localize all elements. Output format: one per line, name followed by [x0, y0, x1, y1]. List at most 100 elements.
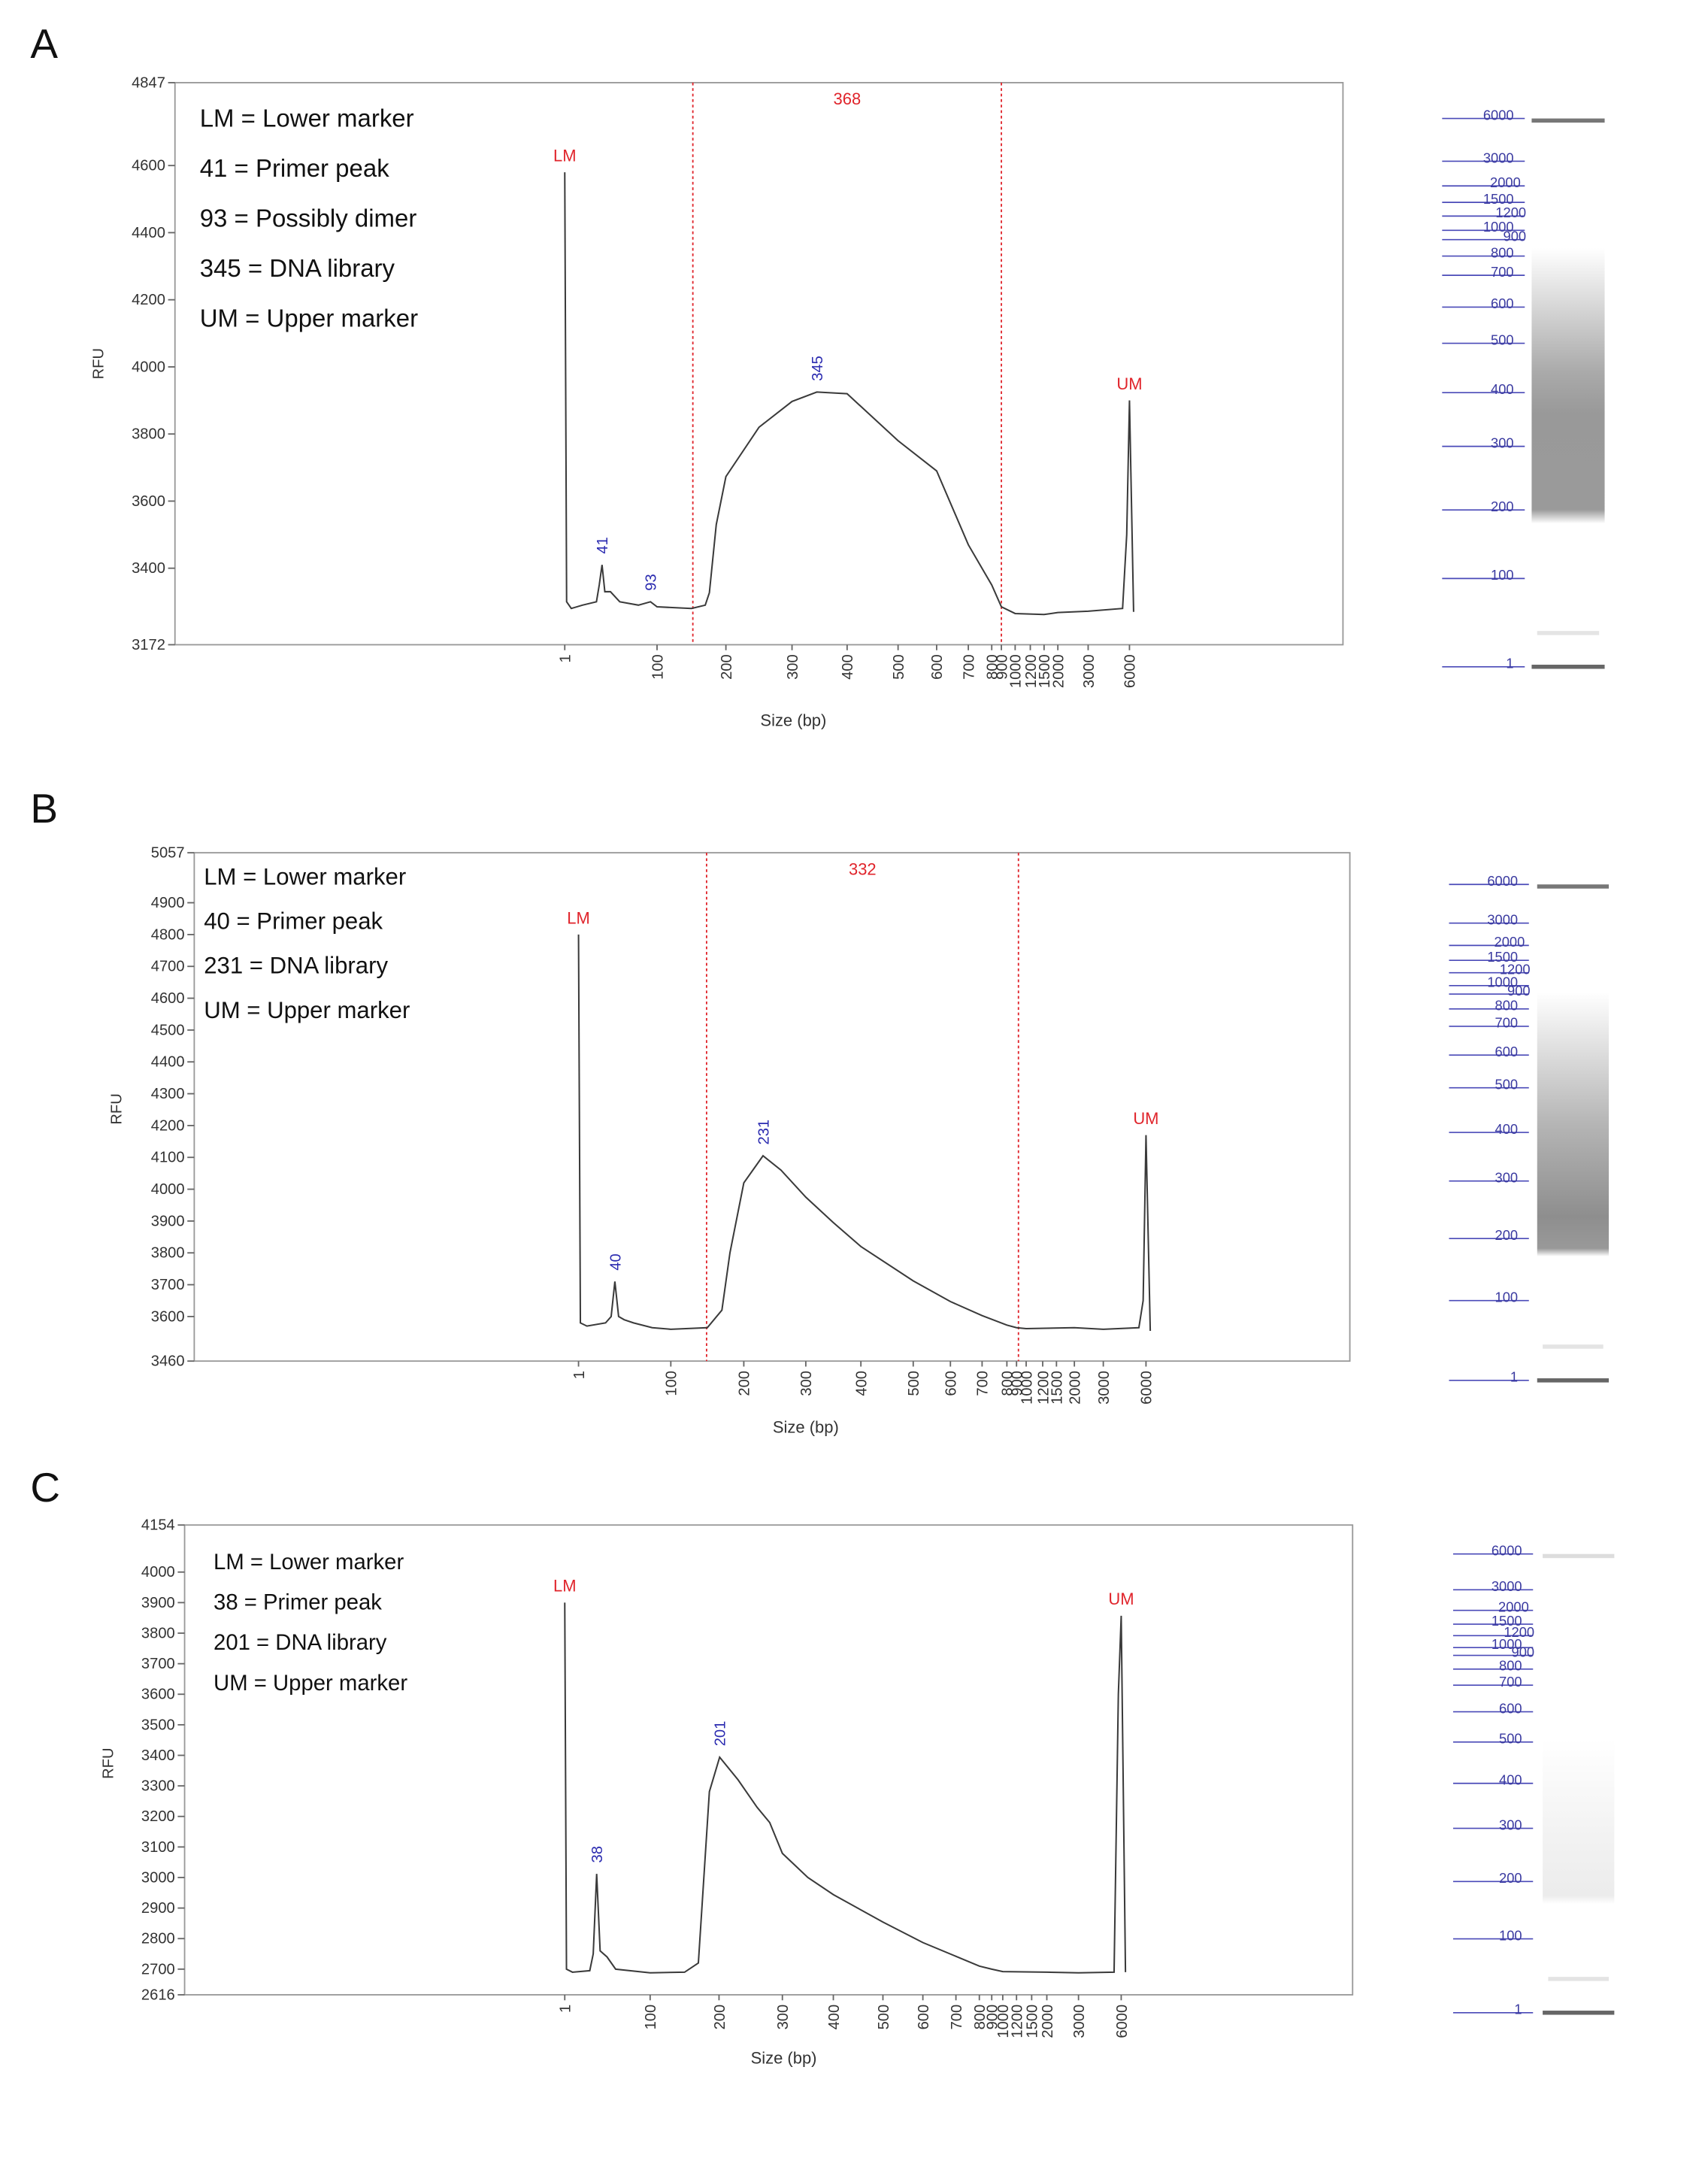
y-tick-label: 3172 — [132, 637, 165, 653]
y-tick-label: 4700 — [151, 959, 185, 975]
y-tick-label: 4400 — [151, 1054, 185, 1071]
gel-ladder-label: 2000 — [1494, 934, 1525, 950]
y-tick-label: 2700 — [141, 1961, 175, 1978]
y-tick-label: 3600 — [141, 1687, 175, 1703]
gel-ladder-label: 3000 — [1483, 150, 1514, 165]
y-tick-label: 2800 — [141, 1931, 175, 1947]
x-tick-label: 200 — [712, 2005, 728, 2030]
x-tick-label: 300 — [775, 2005, 792, 2030]
y-tick-label: 4847 — [132, 74, 165, 91]
x-tick-label: 6000 — [1114, 2005, 1131, 2038]
gel-ladder-label: 2000 — [1498, 1599, 1529, 1615]
gel-ladder-label: 100 — [1499, 1927, 1522, 1943]
gel-band — [1537, 884, 1610, 889]
x-tick-label: 1200 — [1035, 1371, 1052, 1405]
x-tick-label: 100 — [643, 2005, 659, 2030]
y-tick-label: 5057 — [151, 845, 185, 862]
gel-ladder-label: 1500 — [1491, 1613, 1522, 1629]
gel-smear — [1531, 247, 1605, 524]
panel: B 3460 3600 3700 3800 3900 4000 4100 4200 4300 440… — [30, 785, 1610, 1436]
gel-ladder-label: 1000 — [1483, 219, 1514, 235]
y-tick-label: 3800 — [151, 1245, 185, 1262]
x-tick-label: 900 — [994, 654, 1010, 680]
peak-label: 231 — [756, 1120, 772, 1145]
x-axis-label: Size (bp) — [773, 1417, 839, 1436]
gel-ladder-label: 800 — [1495, 998, 1519, 1014]
plot-frame — [183, 1524, 1354, 1996]
gel-ladder-label: 300 — [1495, 1170, 1519, 1186]
trace — [564, 172, 1134, 616]
x-tick-label: 1500 — [1049, 1371, 1066, 1405]
y-tick-label: 2900 — [141, 1900, 175, 1917]
y-tick-label: 3400 — [132, 560, 165, 577]
x-tick-label: 1200 — [1023, 654, 1040, 688]
x-tick-label: 3000 — [1071, 2005, 1088, 2038]
x-tick-label: 800 — [972, 2005, 989, 2030]
gel-ladder-label: 1500 — [1483, 191, 1514, 207]
y-tick-label: 3700 — [141, 1656, 175, 1672]
gel-ladder-label: 400 — [1495, 1121, 1519, 1137]
gel-ladder-label: 900 — [1504, 229, 1527, 244]
gel-ladder-label: 1200 — [1495, 205, 1526, 220]
gel-ladder-label: 600 — [1495, 1044, 1519, 1059]
y-axis-label: RFU — [108, 1093, 125, 1124]
legend-note: LM = Lower marker — [204, 863, 406, 890]
peak-label: LM — [567, 908, 590, 927]
y-tick-label: 4000 — [141, 1564, 175, 1581]
panel: C 2616 2700 2800 2900 3000 3100 3200 3300 3400 350… — [30, 1464, 1615, 2068]
x-axis-label: Size (bp) — [751, 2049, 817, 2068]
gel-ladder-label: 1200 — [1500, 961, 1531, 977]
peak-label: LM — [553, 146, 577, 165]
legend-note: 201 = DNA library — [214, 1630, 387, 1655]
y-tick-label: 4900 — [151, 895, 185, 911]
gel-ladder-label: 600 — [1491, 296, 1514, 311]
plot-frame — [193, 852, 1351, 1362]
gel-ladder-label: 800 — [1491, 244, 1514, 260]
x-tick-label: 800 — [985, 654, 1001, 680]
panel-label: A — [30, 20, 58, 67]
x-tick-label: 200 — [737, 1371, 753, 1396]
y-tick-label: 4200 — [151, 1117, 185, 1134]
peak-label: 93 — [644, 574, 660, 590]
gel-ladder-label: 6000 — [1491, 1543, 1522, 1559]
gel-band — [1543, 2011, 1615, 2015]
panel: A 3172 3400 3600 3800 4000 4200 4400 4600 4847 1 10… — [30, 20, 1605, 730]
x-tick-label: 6000 — [1122, 654, 1139, 688]
peak-label: 40 — [607, 1253, 624, 1270]
gel-band — [1531, 665, 1605, 669]
gel-ladder-label: 6000 — [1487, 873, 1518, 889]
gel-ladder-label: 200 — [1491, 499, 1514, 514]
legend-note: 38 = Primer peak — [214, 1590, 382, 1615]
y-tick-label: 3800 — [132, 426, 165, 443]
gel-smear — [1543, 1738, 1615, 1905]
gel-ladder-label: 400 — [1491, 381, 1514, 397]
y-tick-label: 3600 — [151, 1308, 185, 1325]
gel-ladder-label: 400 — [1499, 1772, 1522, 1788]
legend-note: UM = Upper marker — [204, 997, 410, 1023]
legend-note: UM = Upper marker — [214, 1671, 407, 1696]
gel-ladder-label: 1 — [1514, 2002, 1522, 2017]
x-tick-label: 900 — [1010, 1371, 1026, 1396]
trace — [564, 1602, 1127, 1974]
gel-band — [1548, 1977, 1610, 1981]
y-tick-label: 4600 — [132, 158, 165, 174]
y-tick-label: 4000 — [151, 1181, 185, 1198]
gel-ladder-label: 100 — [1491, 567, 1514, 583]
peak-label: UM — [1108, 1590, 1134, 1608]
gel-ladder-label: 700 — [1499, 1674, 1522, 1690]
y-tick-label: 4154 — [141, 1517, 175, 1534]
x-tick-label: 400 — [840, 654, 856, 680]
x-tick-label: 900 — [985, 2005, 1001, 2030]
y-tick-label: 4100 — [151, 1150, 185, 1166]
x-tick-label: 1200 — [1010, 2005, 1026, 2038]
x-tick-label: 600 — [943, 1371, 960, 1396]
gel-ladder-label: 300 — [1491, 435, 1514, 450]
legend-note: UM = Upper marker — [200, 305, 418, 332]
peak-label: UM — [1133, 1109, 1158, 1128]
x-tick-label: 400 — [853, 1371, 870, 1396]
x-tick-label: 500 — [891, 654, 907, 680]
x-axis-label: Size (bp) — [760, 711, 826, 730]
x-tick-label: 1500 — [1025, 2005, 1041, 2038]
y-tick-label: 3460 — [151, 1353, 185, 1370]
gel-ladder-label: 2000 — [1490, 174, 1521, 190]
